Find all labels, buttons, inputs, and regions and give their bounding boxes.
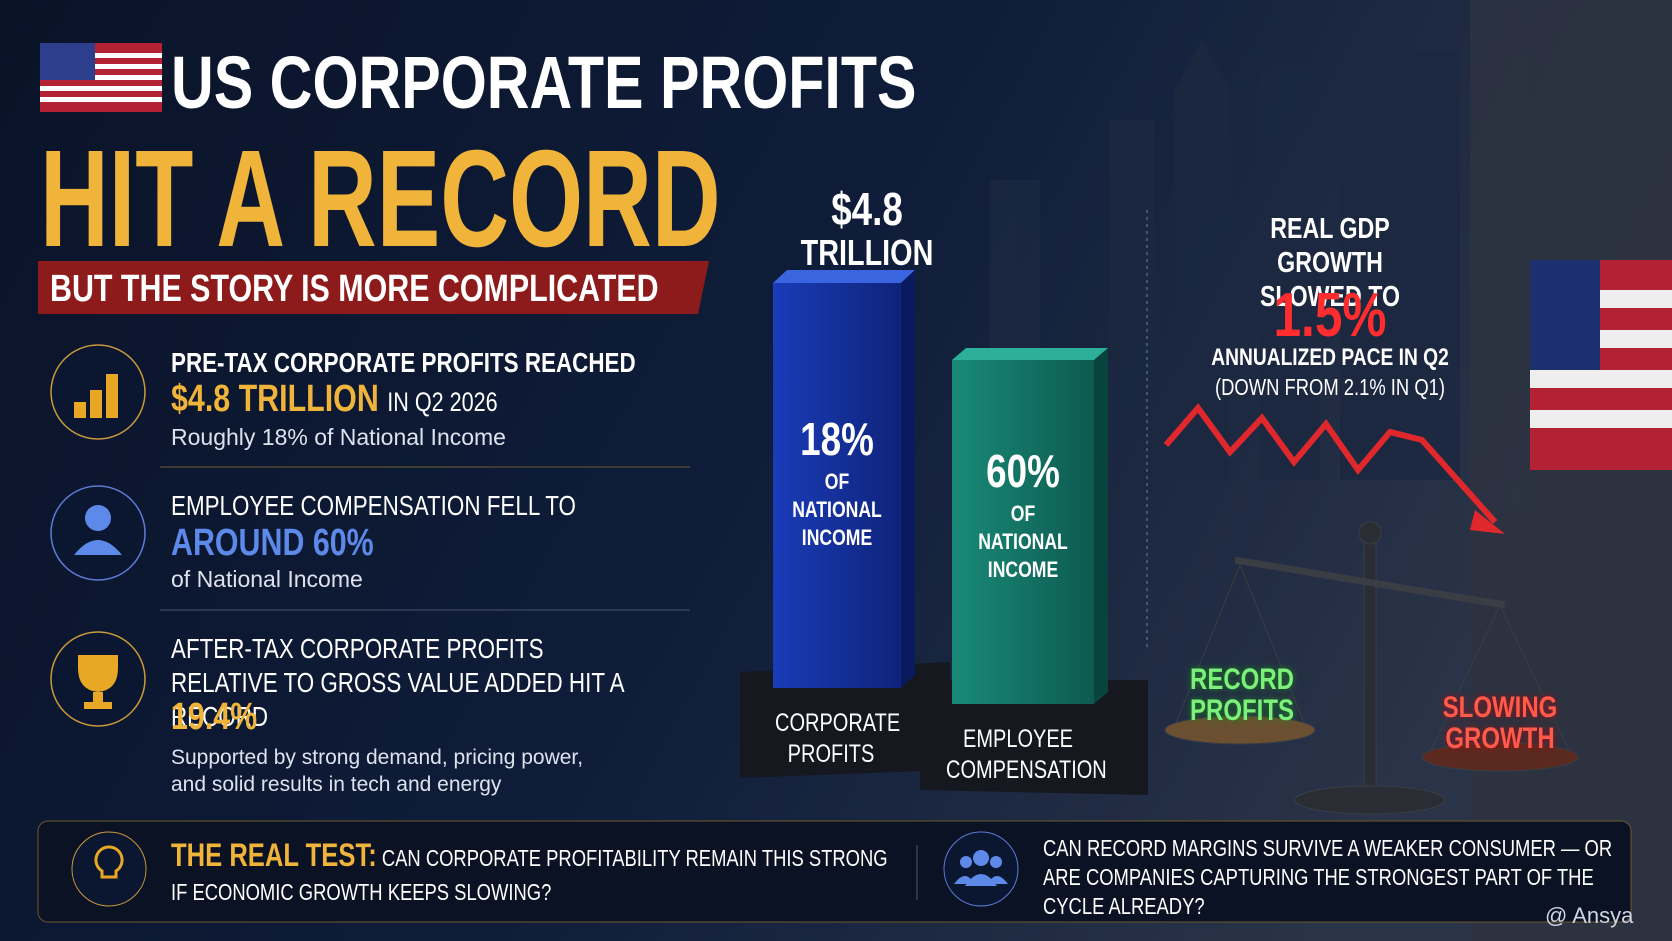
building-flag bbox=[1530, 260, 1672, 470]
bar-graphic bbox=[740, 270, 1148, 795]
bulb-icon bbox=[71, 831, 147, 907]
fact-tail: IN Q2 2026 bbox=[387, 387, 498, 417]
scale-right: SLOWING GROWTH bbox=[1442, 691, 1558, 755]
fact-highlight: $4.8 TRILLION IN Q2 2026 bbox=[171, 378, 498, 421]
bar-caption: OF NATIONAL INCOME bbox=[978, 501, 1068, 582]
decline-arrow bbox=[1163, 403, 1498, 524]
bar-label: CORPORATE PROFITS bbox=[775, 709, 901, 768]
bar-share: 18% bbox=[800, 413, 874, 465]
fact-lead: AFTER-TAX CORPORATE PROFITS RELATIVE TO … bbox=[171, 633, 624, 732]
subtitle-banner bbox=[38, 261, 709, 314]
people bbox=[954, 850, 1008, 886]
balance-scale bbox=[1164, 521, 1579, 815]
icon-shapes bbox=[74, 374, 122, 709]
bar-top-unit: TRILLION bbox=[800, 232, 934, 273]
gdp-line: (DOWN FROM 2.1% IN Q1) bbox=[1214, 374, 1445, 400]
fact-note: Supported by strong demand, pricing powe… bbox=[171, 746, 584, 796]
footer-question-text: CAN CORPORATE PROFITABILITY REMAIN THIS … bbox=[171, 845, 888, 905]
us-flag bbox=[40, 43, 162, 112]
people-icon bbox=[943, 831, 1019, 907]
bar-share: 60% bbox=[986, 445, 1060, 497]
gdp-value: 1.5% bbox=[1273, 281, 1387, 350]
subtitle: BUT THE STORY IS MORE COMPLICATED bbox=[50, 268, 659, 310]
fact-highlight: AROUND 60% bbox=[171, 522, 374, 564]
fact-highlight: 19.4% bbox=[171, 696, 258, 738]
bar-top-value: $4.8 bbox=[831, 183, 903, 235]
fact-note: of National Income bbox=[171, 566, 363, 592]
fact-note: Roughly 18% of National Income bbox=[171, 424, 506, 450]
bar-caption: OF NATIONAL INCOME bbox=[792, 469, 882, 550]
arrowhead bbox=[1470, 510, 1505, 534]
footer-question: THE REAL TEST: CAN CORPORATE PROFITABILI… bbox=[171, 838, 907, 909]
bulb bbox=[94, 845, 124, 879]
scale-left: RECORD PROFITS bbox=[1189, 663, 1294, 727]
footer-question2: CAN RECORD MARGINS SURVIVE A WEAKER CONS… bbox=[1043, 835, 1613, 919]
title-highlight: HIT A RECORD bbox=[40, 122, 721, 276]
skyline bbox=[990, 0, 1672, 941]
credit: @ Ansya bbox=[1545, 903, 1634, 928]
fact-value: $4.8 TRILLION bbox=[171, 378, 379, 420]
footer-box bbox=[37, 820, 1632, 923]
bar-label: EMPLOYEE COMPENSATION bbox=[946, 725, 1107, 784]
title: US CORPORATE PROFITS bbox=[171, 41, 917, 124]
footer-label: THE REAL TEST: bbox=[171, 837, 377, 873]
gdp-title: REAL GDP GROWTH SLOWED TO bbox=[1259, 213, 1401, 313]
fact-lead: EMPLOYEE COMPENSATION FELL TO bbox=[171, 490, 576, 521]
fact-lead: PRE-TAX CORPORATE PROFITS REACHED bbox=[171, 347, 636, 378]
gdp-line: ANNUALIZED PACE IN Q2 bbox=[1211, 344, 1449, 371]
